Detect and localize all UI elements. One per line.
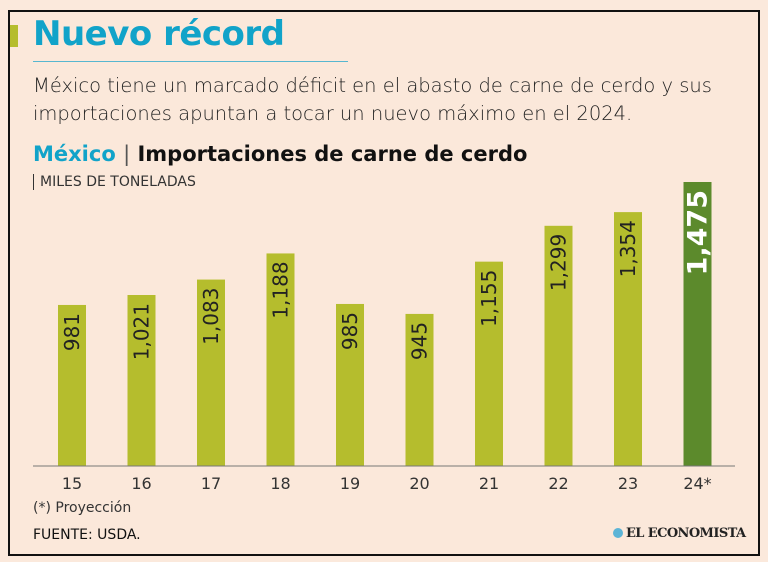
x-tick-label: 17 — [201, 474, 221, 493]
x-tick-label: 24* — [683, 474, 711, 493]
chart-title: México | Importaciones de carne de cerdo — [33, 142, 527, 166]
bar — [127, 295, 156, 466]
x-tick-label: 23 — [618, 474, 638, 493]
title-rule — [33, 61, 348, 62]
bar-value-label: 981 — [60, 313, 84, 351]
x-tick-label: 18 — [270, 474, 290, 493]
logo-icon — [613, 528, 623, 538]
source: FUENTE: USDA. — [33, 527, 141, 543]
logo: EL ECONOMISTA — [613, 526, 746, 541]
bar-value-label: 945 — [408, 322, 432, 360]
bar-value-label: 1,083 — [199, 288, 223, 345]
title-accent-bar — [10, 25, 18, 47]
chart-title-separator: | — [123, 142, 131, 166]
bar-value-label: 1,475 — [683, 190, 714, 275]
bar-value-label: 985 — [338, 312, 362, 350]
bar — [336, 303, 364, 466]
bar-value-label: 1,188 — [269, 261, 293, 318]
bar — [405, 313, 434, 466]
headline: Nuevo récord — [33, 14, 285, 54]
x-tick-label: 15 — [62, 474, 82, 493]
x-tick-label: 20 — [409, 474, 429, 493]
bar-value-label: 1,021 — [130, 303, 154, 360]
x-tick-label: 21 — [479, 474, 499, 493]
bar-value-label: 1,299 — [547, 234, 571, 291]
bar — [683, 182, 712, 466]
x-tick-label: 19 — [340, 474, 360, 493]
y-axis-units: MILES DE TONELADAS — [33, 174, 196, 190]
logo-text: EL ECONOMISTA — [626, 526, 746, 541]
bar — [197, 279, 225, 466]
bar — [266, 253, 295, 466]
chart-title-text: Importaciones de carne de cerdo — [137, 142, 528, 166]
subtitle: México tiene un marcado déficit en el ab… — [33, 74, 712, 125]
bar-value-label: 1,155 — [477, 270, 501, 327]
bar — [58, 304, 86, 466]
x-tick-label: 16 — [131, 474, 151, 493]
projection-note: (*) Proyección — [33, 500, 132, 516]
bar — [544, 225, 573, 466]
chart-title-country: México — [33, 142, 116, 166]
bar — [614, 212, 642, 466]
x-tick-label: 22 — [548, 474, 568, 493]
bar-value-label: 1,354 — [616, 220, 640, 277]
bar — [475, 261, 503, 466]
